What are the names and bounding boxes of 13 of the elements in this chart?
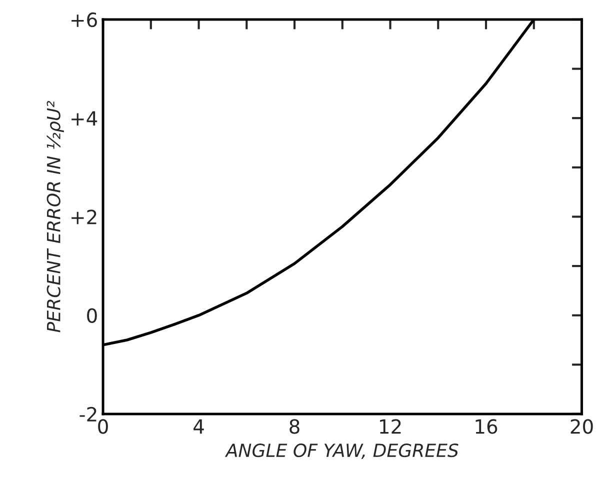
x-tick-label: 8 <box>290 419 300 434</box>
x-tick-label: 16 <box>476 419 498 434</box>
y-tick-label: +4 <box>72 111 98 126</box>
x-axis-title: ANGLE OF YAW, DEGREES <box>224 444 458 460</box>
y-axis-title: PERCENT ERROR IN ½ρU² <box>46 100 64 332</box>
x-tick-label: 0 <box>98 419 108 434</box>
y-tick-label: +2 <box>72 210 96 224</box>
y-tick-label: -2 <box>80 406 96 422</box>
x-tick-label: 12 <box>380 419 401 434</box>
y-tick-label: +6 <box>72 12 97 28</box>
x-tick-label: 4 <box>194 419 204 434</box>
y-tick-label: 0 <box>87 308 97 323</box>
x-tick-label: 20 <box>570 419 593 434</box>
